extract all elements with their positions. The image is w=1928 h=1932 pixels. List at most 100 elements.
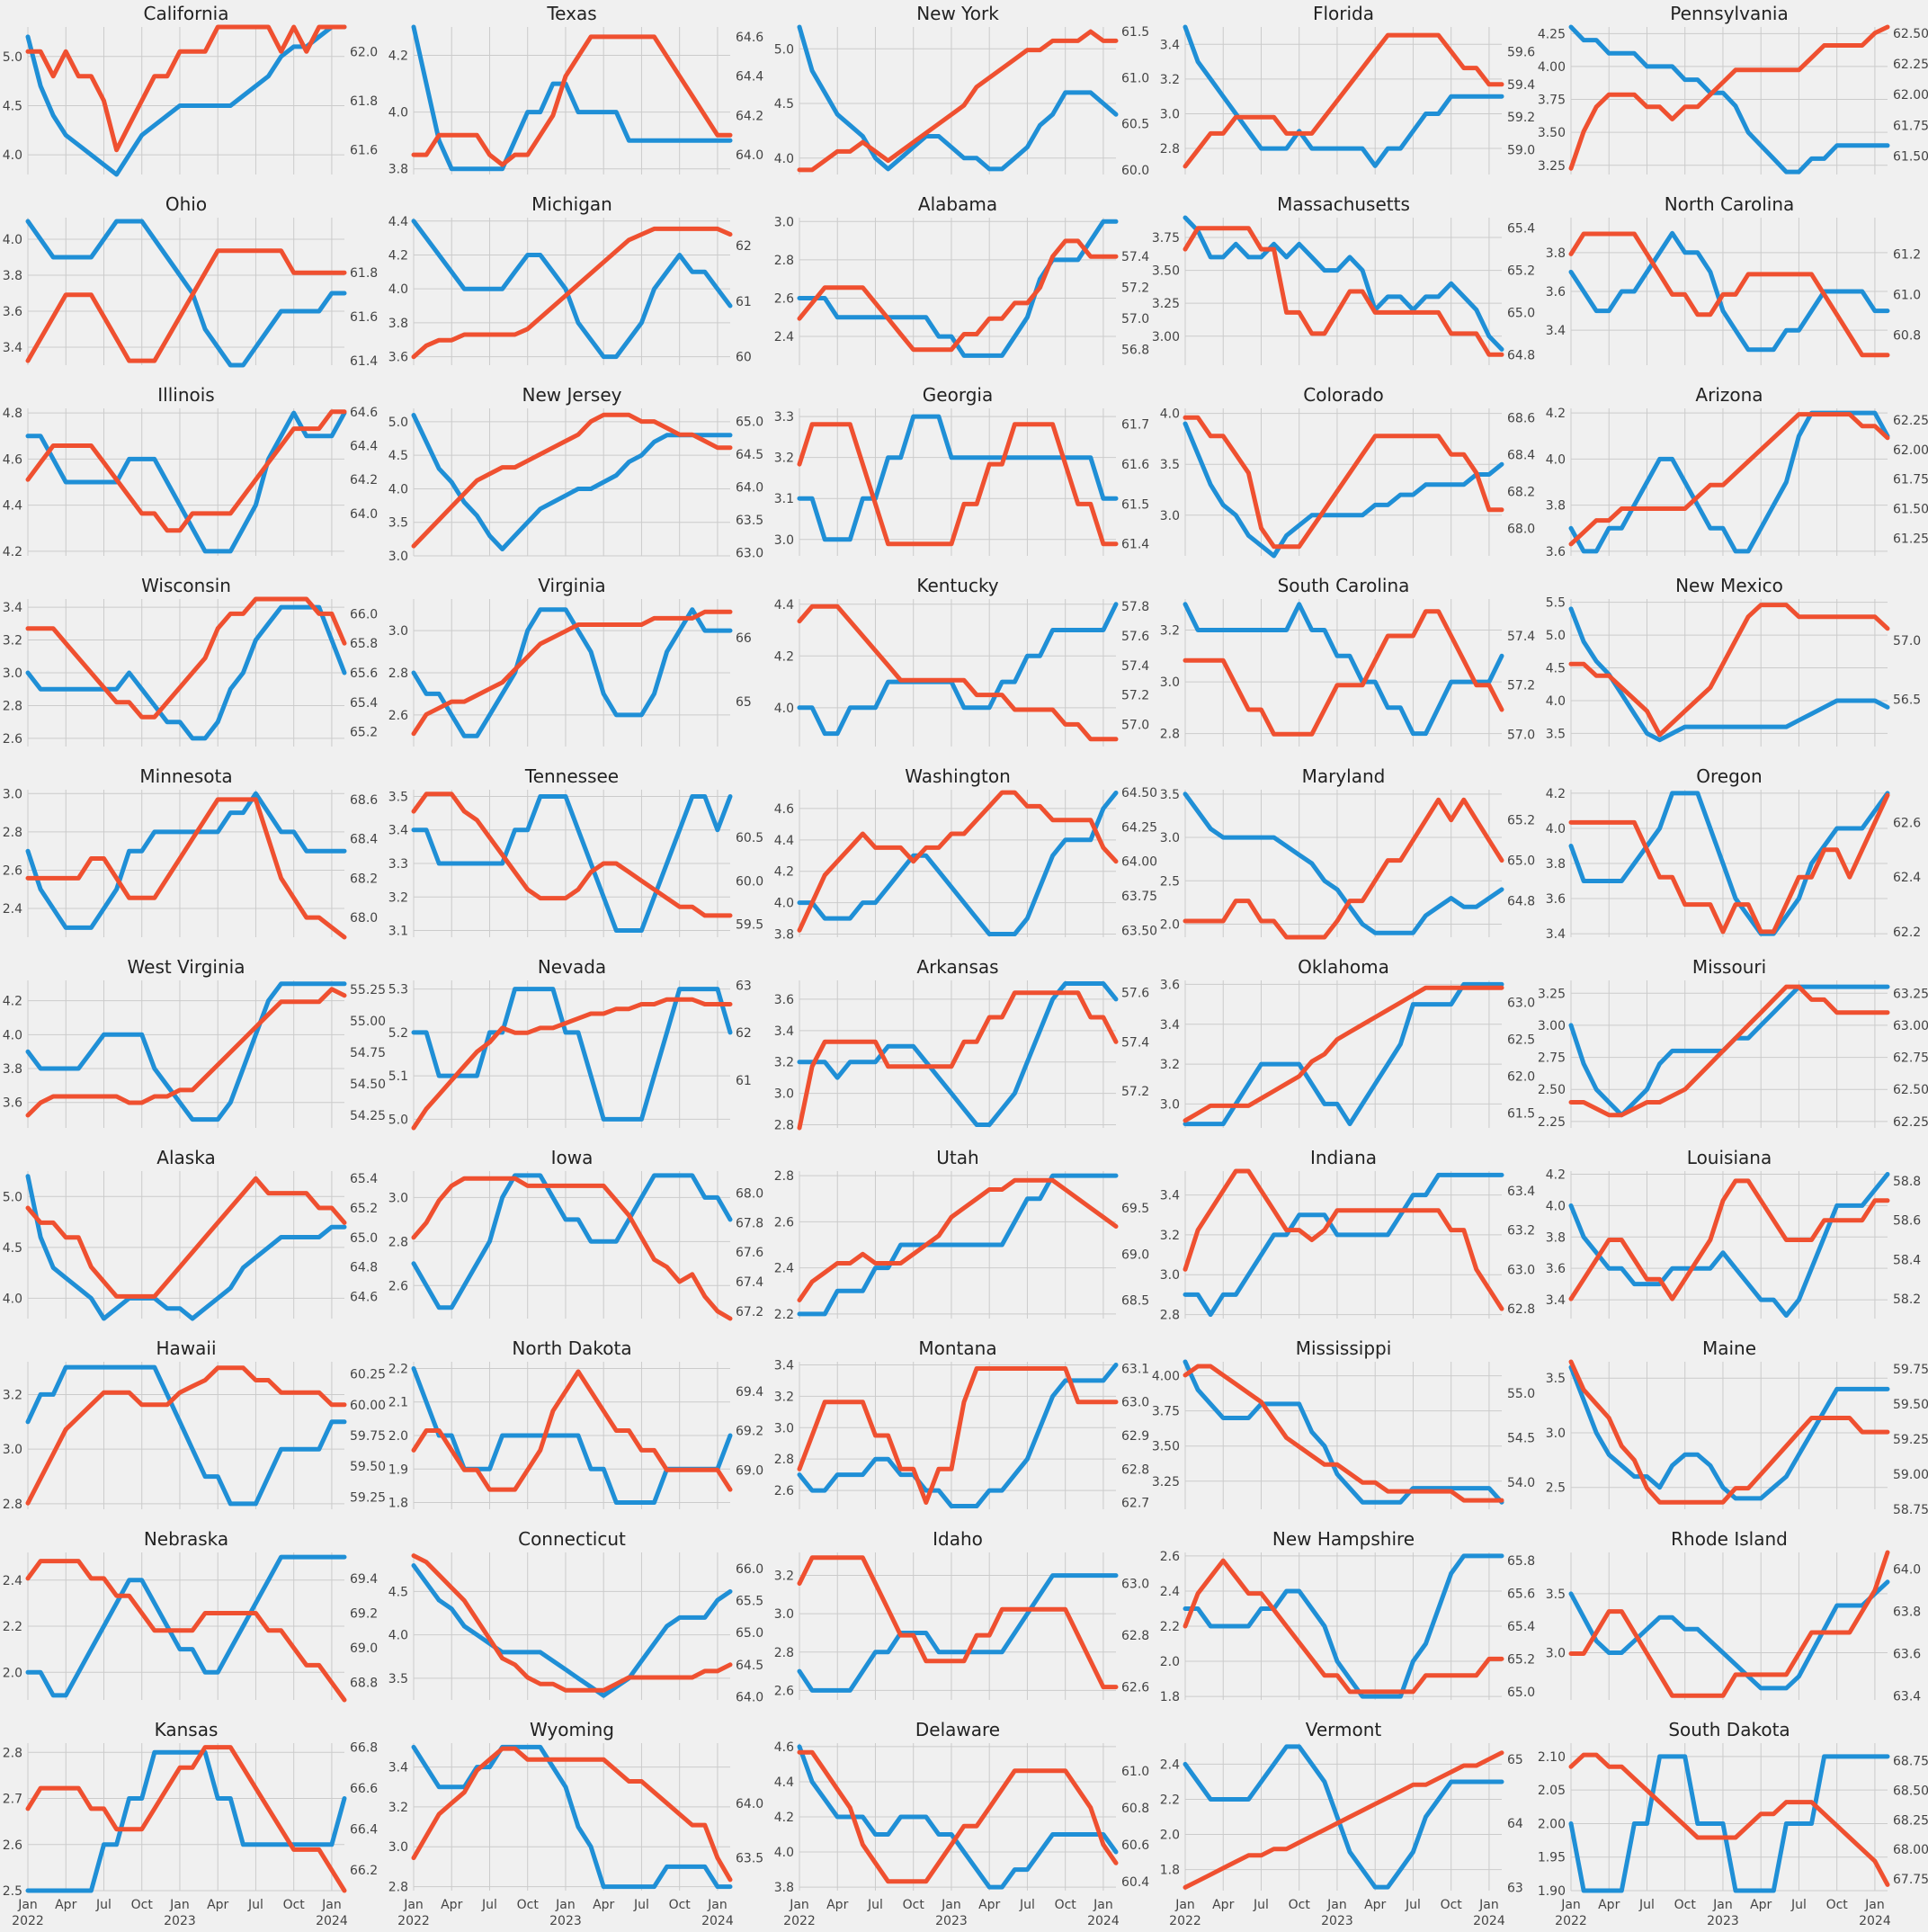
right-tick-label: 61.75 — [1893, 473, 1928, 487]
subplot-title: Georgia — [923, 384, 993, 406]
subplot-title: Ohio — [165, 193, 207, 215]
right-tick-label: 66.0 — [736, 1562, 763, 1577]
subplot-arkansas: Arkansas 2.8 3.0 3.2 3.4 3.6 57.2 57.4 57.6 — [774, 956, 1150, 1133]
series-line-right — [797, 604, 1119, 742]
left-tick-label: 2.5 — [3, 1884, 22, 1899]
right-tick-label: 61.7 — [1121, 418, 1149, 433]
x-tick-label: Oct — [1289, 1898, 1311, 1912]
left-tick-label: 3.4 — [388, 824, 408, 838]
left-tick-label: 3.3 — [774, 410, 794, 425]
subplot-title: West Virginia — [128, 956, 245, 978]
x-tick-label: Jan — [169, 1898, 190, 1912]
subplot-georgia: Georgia 3.0 3.1 3.2 3.3 61.4 61.5 61.6 61.7 — [774, 384, 1149, 556]
left-tick-label: 3.0 — [1160, 509, 1180, 523]
left-tick-label: 3.5 — [1546, 727, 1566, 741]
right-tick-label: 65 — [1507, 1753, 1523, 1767]
series-line-right — [1183, 1168, 1504, 1311]
subplot-title: Massachusetts — [1277, 193, 1410, 215]
left-tick-label: 3.8 — [388, 163, 408, 177]
subplot-title: Nebraska — [144, 1528, 228, 1550]
subplot-title: Oregon — [1696, 765, 1762, 787]
left-tick-label: 4.00 — [1538, 60, 1566, 75]
subplot-title: Idaho — [933, 1528, 983, 1550]
series-line-right — [411, 997, 733, 1131]
left-tick-label: 3.1 — [388, 925, 408, 939]
left-tick-label: 4.5 — [1546, 662, 1566, 676]
left-tick-label: 3.75 — [1538, 94, 1566, 108]
right-tick-label: 68.4 — [1507, 448, 1535, 462]
x-tick-label: Apr — [1364, 1898, 1386, 1912]
subplot-minnesota: Minnesota 2.4 2.6 2.8 3.0 68.0 68.2 68.4 68.6 — [3, 765, 378, 940]
left-tick-label: 4.5 — [388, 1585, 408, 1599]
left-tick-label: 3.75 — [1152, 231, 1180, 246]
right-tick-label: 62.00 — [1893, 443, 1928, 458]
right-tick-label: 55.25 — [350, 983, 386, 997]
left-tick-label: 2.2 — [1160, 1620, 1180, 1634]
left-tick-label: 2.8 — [774, 1119, 794, 1133]
left-tick-label: 3.2 — [3, 1388, 22, 1402]
right-tick-label: 61.4 — [350, 354, 378, 369]
right-tick-label: 61.50 — [1893, 150, 1928, 165]
series-line-right — [411, 792, 733, 918]
right-tick-label: 64.2 — [350, 473, 378, 487]
left-tick-label: 2.8 — [1160, 728, 1180, 742]
right-tick-label: 69.5 — [1121, 1202, 1149, 1216]
right-tick-label: 60.5 — [1121, 118, 1149, 132]
subplot-tennessee: Tennessee 3.1 3.2 3.3 3.4 3.5 59.5 60.0 60.5 — [388, 765, 763, 939]
left-tick-label: 2.6 — [388, 709, 408, 723]
right-tick-label: 68.4 — [350, 833, 378, 847]
series-line-right — [1183, 1558, 1504, 1695]
subplot-title: Hawaii — [156, 1337, 216, 1359]
left-tick-label: 2.8 — [388, 1881, 408, 1895]
right-tick-label: 64.25 — [1121, 820, 1157, 835]
left-tick-label: 4.5 — [388, 449, 408, 463]
subplot-title: New Jersey — [522, 384, 622, 406]
right-tick-label: 64.8 — [1507, 348, 1535, 362]
left-tick-label: 3.25 — [1538, 987, 1566, 1001]
left-tick-label: 3.0 — [774, 1421, 794, 1436]
left-tick-label: 2.6 — [774, 1484, 794, 1498]
series-line-left — [25, 1554, 347, 1698]
right-tick-label: 64.6 — [736, 31, 763, 45]
right-tick-label: 57.0 — [1121, 718, 1149, 732]
left-tick-label: 4.0 — [774, 702, 794, 716]
x-tick-label: Jan — [403, 1898, 424, 1912]
left-tick-label: 2.0 — [1160, 1829, 1180, 1843]
series-line-right — [411, 1553, 733, 1693]
right-tick-label: 61.8 — [350, 266, 378, 281]
right-tick-label: 62.25 — [1893, 58, 1928, 72]
left-tick-label: 3.5 — [1546, 1588, 1566, 1602]
x-tick-label: Jul — [1253, 1898, 1269, 1912]
left-tick-label: 4.0 — [388, 106, 408, 121]
right-tick-label: 57.4 — [1121, 659, 1149, 674]
x-year-label: 2023 — [1321, 1914, 1353, 1928]
right-tick-label: 67.6 — [736, 1246, 763, 1260]
right-tick-label: 65.0 — [736, 416, 763, 430]
series-line-right — [797, 790, 1119, 933]
subplot-hawaii: Hawaii 2.8 3.0 3.2 59.25 59.50 59.75 60.00 60.25 — [3, 1337, 386, 1512]
left-tick-label: 4.2 — [1546, 1167, 1566, 1182]
left-tick-label: 4.2 — [774, 649, 794, 664]
right-tick-label: 61.0 — [1893, 288, 1921, 302]
subplot-title: Utah — [936, 1147, 978, 1168]
subplot-maryland: Maryland 2.0 2.5 3.0 3.5 64.8 65.0 65.2 — [1160, 765, 1535, 940]
series-line-right — [411, 1176, 733, 1321]
right-tick-label: 69.0 — [1121, 1248, 1149, 1262]
left-tick-label: 2.6 — [774, 291, 794, 306]
series-line-left — [411, 24, 733, 172]
subplot-title: South Dakota — [1668, 1719, 1790, 1740]
right-tick-label: 55.0 — [1507, 1387, 1535, 1401]
right-tick-label: 62.7 — [1121, 1497, 1149, 1511]
left-tick-label: 4.2 — [774, 1811, 794, 1825]
subplot-title: Virginia — [538, 575, 605, 596]
right-tick-label: 63.8 — [1893, 1606, 1921, 1620]
left-tick-label: 1.95 — [1538, 1851, 1566, 1865]
left-tick-label: 3.2 — [388, 1801, 408, 1815]
right-tick-label: 60 — [736, 351, 752, 365]
subplot-montana: Montana 2.6 2.8 3.0 3.2 3.4 62.7 62.8 62.9 63.0 63… — [774, 1337, 1149, 1511]
right-tick-label: 59.50 — [350, 1460, 386, 1474]
left-tick-label: 3.0 — [1160, 831, 1180, 845]
series-line-right — [1568, 1178, 1890, 1301]
subplot-alaska: Alaska 4.0 4.5 5.0 64.6 64.8 65.0 65.2 65.4 — [3, 1147, 378, 1321]
left-tick-label: 2.5 — [1546, 1481, 1566, 1496]
